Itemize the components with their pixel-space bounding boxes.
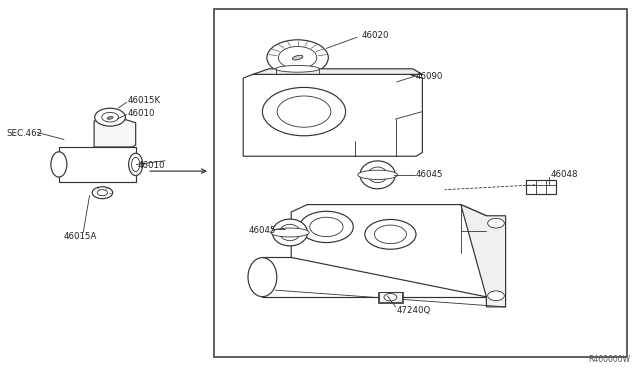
Circle shape [95, 108, 125, 126]
Polygon shape [461, 205, 506, 307]
Ellipse shape [273, 219, 308, 246]
Polygon shape [253, 69, 422, 74]
Ellipse shape [132, 157, 140, 171]
Ellipse shape [248, 257, 276, 297]
Text: 46015A: 46015A [64, 232, 97, 241]
Ellipse shape [107, 116, 113, 119]
Text: SEC.462: SEC.462 [6, 129, 42, 138]
Ellipse shape [51, 152, 67, 177]
Ellipse shape [292, 55, 303, 60]
Circle shape [262, 87, 346, 136]
Ellipse shape [277, 68, 318, 77]
Circle shape [488, 291, 504, 301]
Bar [378, 292, 403, 303]
Ellipse shape [271, 228, 309, 237]
Circle shape [310, 217, 343, 237]
Bar [59, 147, 136, 182]
Circle shape [374, 225, 406, 244]
Text: 46010: 46010 [138, 161, 165, 170]
Ellipse shape [280, 224, 300, 241]
Circle shape [488, 218, 504, 228]
Text: R460000W: R460000W [588, 355, 630, 364]
Text: 47240Q: 47240Q [397, 306, 431, 315]
Text: 46015K: 46015K [128, 96, 161, 105]
Circle shape [92, 187, 113, 199]
Bar [214, 9, 627, 357]
Circle shape [102, 112, 118, 122]
Polygon shape [94, 120, 136, 147]
Ellipse shape [360, 161, 396, 189]
Bar [526, 180, 556, 194]
Circle shape [277, 96, 331, 127]
Polygon shape [243, 74, 422, 156]
Circle shape [97, 190, 108, 196]
Circle shape [278, 46, 317, 69]
Text: 46010: 46010 [128, 109, 156, 118]
Ellipse shape [368, 167, 387, 183]
Ellipse shape [276, 65, 319, 72]
Text: 46048: 46048 [550, 170, 578, 179]
Bar [379, 292, 402, 302]
Ellipse shape [358, 170, 397, 180]
Text: 46090: 46090 [416, 72, 444, 81]
Text: 46045: 46045 [248, 226, 276, 235]
Circle shape [365, 219, 416, 249]
Circle shape [300, 211, 353, 243]
Circle shape [267, 40, 328, 76]
Circle shape [384, 294, 397, 301]
Text: 46045: 46045 [416, 170, 444, 179]
Polygon shape [291, 205, 486, 297]
Ellipse shape [129, 153, 143, 176]
Text: 46020: 46020 [362, 31, 389, 40]
